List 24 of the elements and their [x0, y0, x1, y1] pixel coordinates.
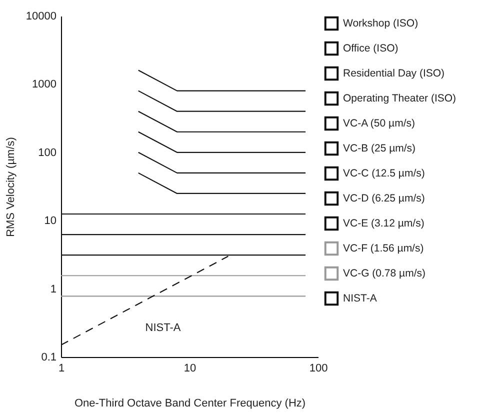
- y-axis-title: RMS Velocity (µm/s): [4, 137, 17, 237]
- legend-label: Operating Theater (ISO): [343, 92, 456, 104]
- x-tick-label: 10: [184, 362, 196, 374]
- y-tick-label: 1000: [32, 78, 56, 91]
- legend-label: Office (ISO): [343, 42, 398, 54]
- legend-label: VC-A (50 µm/s): [343, 118, 415, 130]
- legend-label: VC-F (1.56 µm/s): [343, 242, 424, 254]
- legend-label: VC-E (3.12 µm/s): [343, 218, 424, 230]
- y-tick-label: 100: [38, 146, 56, 159]
- legend-label: NIST-A: [343, 292, 377, 304]
- x-tick-label: 100: [309, 362, 328, 374]
- legend-label: VC-C (12.5 µm/s): [343, 168, 425, 180]
- y-tick-label: 10: [44, 215, 56, 228]
- legend-label: VC-G (0.78 µm/s): [343, 268, 426, 280]
- legend-label: Residential Day (ISO): [343, 68, 445, 80]
- x-tick-label: 1: [58, 362, 65, 374]
- x-axis-title: One-Third Octave Band Center Frequency (Hz): [74, 398, 306, 410]
- y-tick-label: 0.1: [41, 352, 56, 364]
- legend-label: VC-B (25 µm/s): [343, 142, 416, 154]
- legend-label: Workshop (ISO): [343, 18, 418, 30]
- y-tick-label: 10000: [26, 10, 56, 22]
- annotation: NIST-A: [145, 322, 182, 334]
- legend-label: VC-D (6.25 µm/s): [343, 192, 425, 204]
- y-tick-label: 1: [50, 283, 56, 296]
